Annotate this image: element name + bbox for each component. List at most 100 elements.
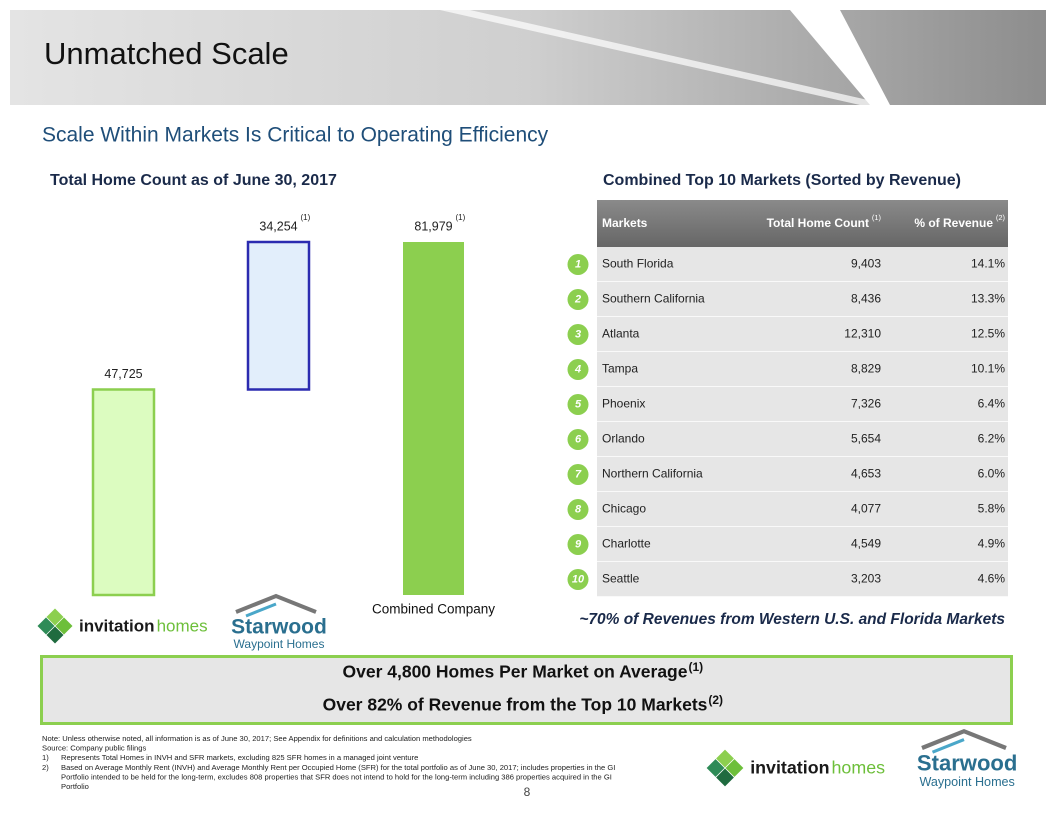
banner-stripe xyxy=(440,10,890,105)
revenue-share: 5.8% xyxy=(978,502,1006,516)
rank-badge xyxy=(567,464,589,485)
rank: 6 xyxy=(575,433,582,445)
logo-mark xyxy=(46,608,64,626)
logo-text: Starwood xyxy=(917,751,1017,776)
chart-title: Total Home Count as of June 30, 2017 xyxy=(50,172,337,189)
revenue-share: 10.1% xyxy=(971,362,1005,376)
logo-text: homes xyxy=(832,758,886,778)
logo-mark xyxy=(46,626,64,644)
category-label: Combined Company xyxy=(372,602,495,617)
callout-note: (1) xyxy=(688,660,703,674)
market: Northern California xyxy=(602,467,703,481)
table-row xyxy=(597,247,1008,282)
footnote: Based on Average Monthly Rent (INVH) and… xyxy=(61,763,615,772)
callout-line: Over 82% of Revenue from the Top 10 Mark… xyxy=(323,695,708,715)
revenue-share: 4.6% xyxy=(978,572,1006,586)
logo-mark xyxy=(725,759,744,777)
market: Orlando xyxy=(602,432,645,446)
callout-box xyxy=(40,655,1013,725)
rank-badge xyxy=(567,394,589,415)
home-count: 8,436 xyxy=(851,292,881,306)
table-title: Combined Top 10 Markets (Sorted by Reven… xyxy=(603,172,961,189)
rank-badge xyxy=(567,289,589,310)
footnote: Note: Unless otherwise noted, all inform… xyxy=(42,734,472,743)
market: Tampa xyxy=(602,362,638,376)
market: Southern California xyxy=(602,292,705,306)
footnote: Portfolio intended to be held for the lo… xyxy=(61,772,612,781)
rank-badge xyxy=(567,254,589,275)
logo-mark xyxy=(716,749,734,768)
rank-badge xyxy=(567,569,589,590)
table-row xyxy=(597,527,1008,562)
table-note: ~70% of Revenues from Western U.S. and F… xyxy=(579,611,1005,628)
bar xyxy=(246,240,311,391)
footnote-marker: 2) xyxy=(42,763,49,772)
logo-roof xyxy=(931,738,965,754)
logo-text: invitation xyxy=(750,758,829,778)
logo-mark xyxy=(716,768,734,787)
home-count: 4,653 xyxy=(851,467,881,481)
column-header: Total Home Count xyxy=(767,216,869,230)
table-header xyxy=(597,200,1008,247)
rank: 4 xyxy=(574,363,581,375)
home-count: 3,203 xyxy=(851,572,881,586)
rank: 8 xyxy=(575,503,582,515)
logo-roof xyxy=(921,728,1007,750)
market: South Florida xyxy=(602,257,674,271)
logo-mark xyxy=(37,617,55,635)
rank-badge xyxy=(567,429,589,450)
rank: 7 xyxy=(575,468,582,480)
value-label: 81,979 xyxy=(414,219,452,233)
footnote-marker: 1) xyxy=(42,753,49,762)
subtitle: Scale Within Markets Is Critical to Oper… xyxy=(42,124,549,147)
slide-title: Unmatched Scale xyxy=(44,36,289,71)
market: Chicago xyxy=(602,502,646,516)
rank: 2 xyxy=(574,293,581,305)
revenue-share: 4.9% xyxy=(978,537,1006,551)
footnote: Portfolio xyxy=(61,782,89,791)
rank-badge xyxy=(567,534,589,555)
revenue-share: 6.4% xyxy=(978,397,1006,411)
bar xyxy=(91,388,156,597)
market: Seattle xyxy=(602,572,640,586)
table-row xyxy=(597,457,1008,492)
revenue-share: 13.3% xyxy=(971,292,1005,306)
logo-text: Starwood xyxy=(231,616,327,639)
home-count: 4,077 xyxy=(851,502,881,516)
callout-note: (2) xyxy=(708,693,723,707)
footnote: Source: Company public filings xyxy=(42,744,146,753)
logo-text: invitation xyxy=(79,616,155,635)
market: Atlanta xyxy=(602,327,640,341)
table-row xyxy=(597,352,1008,387)
rank-badge xyxy=(567,499,589,520)
logo-roof xyxy=(235,593,317,614)
table-row xyxy=(597,387,1008,422)
column-header: Markets xyxy=(602,216,648,230)
rank: 10 xyxy=(572,573,585,585)
value-note: (1) xyxy=(301,213,311,222)
rank-badge xyxy=(567,359,589,380)
column-note: (2) xyxy=(996,213,1006,222)
table-row xyxy=(597,562,1008,597)
page-number: 8 xyxy=(524,785,531,799)
home-count: 7,326 xyxy=(851,397,881,411)
rank-badge xyxy=(567,324,589,345)
column-header: % of Revenue xyxy=(914,216,993,230)
rank: 9 xyxy=(575,538,582,550)
table-row xyxy=(597,492,1008,527)
footnote: Represents Total Homes in INVH and SFR m… xyxy=(61,753,418,762)
market: Phoenix xyxy=(602,397,645,411)
revenue-share: 12.5% xyxy=(971,327,1005,341)
banner-stripe xyxy=(790,10,890,105)
home-count: 9,403 xyxy=(851,257,881,271)
callout-line: Over 4,800 Homes Per Market on Average xyxy=(343,662,688,682)
table-row xyxy=(597,282,1008,317)
home-count: 12,310 xyxy=(844,327,881,341)
table-row xyxy=(597,317,1008,352)
logo-text: Waypoint Homes xyxy=(919,775,1014,789)
rank: 5 xyxy=(575,398,582,410)
rank: 3 xyxy=(575,328,581,340)
logo-mark xyxy=(55,617,73,635)
logo-text: Waypoint Homes xyxy=(234,637,325,651)
